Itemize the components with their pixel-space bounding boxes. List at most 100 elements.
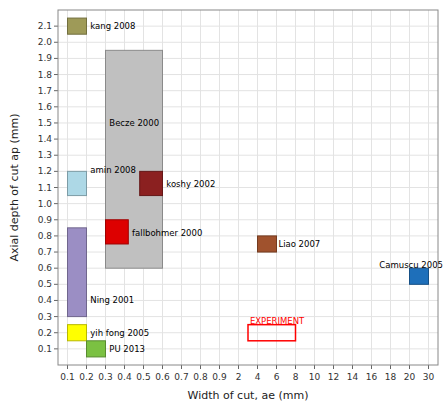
tick-label-x: 18 [385,372,397,382]
tick-y [54,316,58,317]
tick-x [67,365,68,369]
tick-y [54,171,58,172]
tick-label-y: 2.1 [38,21,52,31]
grid-line-y [58,316,438,317]
annotation: Becze 2000 [109,118,159,128]
annotation: koshy 2002 [166,179,215,189]
annotation: PU 2013 [109,344,145,354]
plot-frame [58,10,438,365]
tick-label-x: 14 [347,372,359,382]
annotation: Ning 2001 [90,295,134,305]
tick-x [352,365,353,369]
tick-x [428,365,429,369]
tick-x [314,365,315,369]
tick-x [105,365,106,369]
tick-label-y: 0.6 [38,263,53,273]
tick-label-y: 0.8 [38,231,53,241]
tick-x [276,365,277,369]
tick-y [54,74,58,75]
tick-x [333,365,334,369]
tick-label-y: 0.9 [38,215,53,225]
tick-y [54,235,58,236]
tick-y [54,268,58,269]
tick-label-x: 10 [309,372,321,382]
tick-y [54,300,58,301]
range-box [68,325,87,341]
tick-y [54,187,58,188]
plot-background [58,10,438,365]
y-axis-label: Axial depth of cut ap (mm) [8,113,21,261]
tick-x [143,365,144,369]
tick-x [409,365,410,369]
tick-label-y: 0.4 [38,295,53,305]
x-axis-label: Width of cut, ae (mm) [188,389,309,402]
tick-x [200,365,201,369]
chart: 0.10.20.30.40.50.60.70.80.92468101214161… [0,0,446,409]
range-box [106,220,129,244]
tick-x [86,365,87,369]
tick-y [54,122,58,123]
annotation: amin 2008 [90,165,136,175]
tick-label-x: 0.6 [155,372,170,382]
tick-label-y: 1.8 [38,70,53,80]
tick-y [54,252,58,253]
tick-label-x: 30 [423,372,435,382]
tick-label-y: 1.6 [38,102,53,112]
tick-label-y: 0.7 [38,247,52,257]
annotation: kang 2008 [90,21,135,31]
tick-label-y: 1.7 [38,86,52,96]
grid-line-y [58,284,438,285]
tick-y [54,139,58,140]
marks [68,18,429,357]
tick-y [54,155,58,156]
tick-label-x: 0.1 [60,372,74,382]
tick-x [124,365,125,369]
tick-y [54,203,58,204]
grid-line-y [58,42,438,43]
tick-label-x: 0.4 [117,372,132,382]
range-box [68,171,87,195]
tick-label-x: 12 [328,372,339,382]
range-box [410,268,429,284]
annotation: fallbohmer 2000 [132,228,202,238]
range-box [68,228,87,317]
tick-label-x: 20 [404,372,416,382]
tick-y [54,219,58,220]
tick-y [54,284,58,285]
axes: 0.10.20.30.40.50.60.70.80.92468101214161… [38,21,435,382]
tick-label-y: 0.5 [38,279,52,289]
tick-label-y: 1.5 [38,118,52,128]
range-box [248,325,296,341]
annotation: EXPERIMENT [250,316,305,326]
tick-y [54,42,58,43]
tick-label-x: 0.9 [212,372,227,382]
tick-label-x: 0.7 [174,372,188,382]
tick-label-y: 1.4 [38,134,53,144]
tick-x [295,365,296,369]
tick-x [390,365,391,369]
tick-label-x: 6 [274,372,280,382]
tick-y [54,348,58,349]
range-box [68,18,87,34]
tick-label-x: 0.5 [136,372,150,382]
tick-label-y: 0.1 [38,344,52,354]
tick-x [181,365,182,369]
tick-label-y: 0.2 [38,328,52,338]
range-box [258,236,277,252]
tick-x [238,365,239,369]
tick-label-x: 0.2 [79,372,93,382]
tick-label-y: 1.2 [38,166,52,176]
grid [58,10,438,365]
tick-label-y: 1.0 [38,199,53,209]
range-box [87,341,106,357]
annotation: yih fong 2005 [90,328,149,338]
tick-label-y: 0.3 [38,312,52,322]
tick-x [219,365,220,369]
annotations: kang 2008 Becze 2000 amin 2008 koshy 2002 fa… [90,21,443,354]
tick-label-x: 16 [366,372,378,382]
range-box [140,171,163,195]
tick-label-x: 2 [236,372,242,382]
annotation: Camuscu 2005 [379,260,443,270]
tick-x [371,365,372,369]
tick-x [162,365,163,369]
